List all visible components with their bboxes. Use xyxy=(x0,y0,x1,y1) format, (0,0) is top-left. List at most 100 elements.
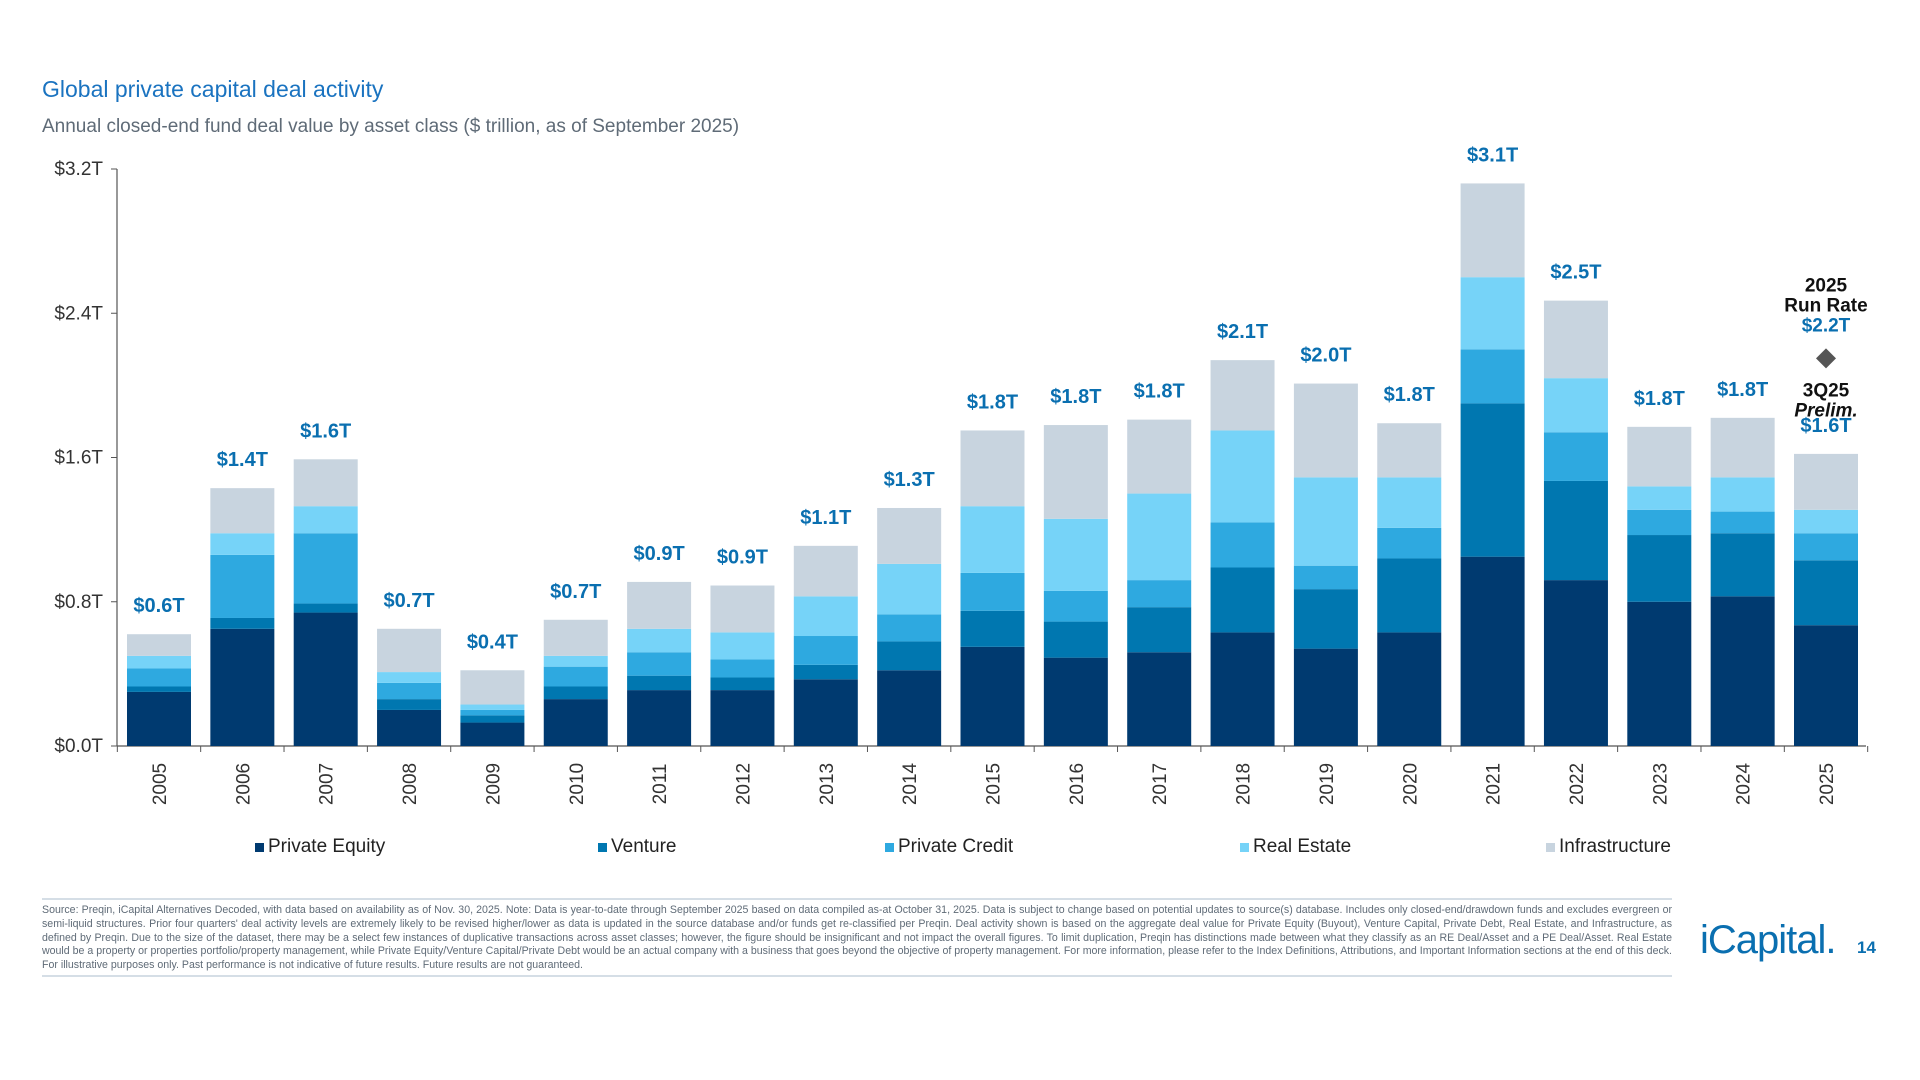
bar-segment-real-estate xyxy=(460,704,525,710)
x-tick-label: 2018 xyxy=(1234,763,1255,805)
bar-segment-infrastructure xyxy=(1543,300,1608,379)
bar-segment-private-credit xyxy=(627,652,692,676)
bar-segment-private-equity xyxy=(710,690,775,746)
bar-segment-venture xyxy=(1210,567,1275,633)
footnote: Source: Preqin, iCapital Alternatives De… xyxy=(42,898,1672,977)
prelim-quarter-label: 3Q25 xyxy=(1803,380,1850,401)
bar-segment-infrastructure xyxy=(877,507,942,564)
bar-segment-private-credit xyxy=(1127,580,1192,608)
bar-segment-private-equity xyxy=(1794,625,1858,746)
y-tick-label: $1.6T xyxy=(54,448,103,469)
bar-total-label: $2.0T xyxy=(1300,345,1351,367)
bar-segment-real-estate xyxy=(210,533,275,555)
bar-segment-real-estate xyxy=(1710,477,1775,512)
icapital-logo: iCapital. xyxy=(1700,918,1837,962)
x-tick-label: 2022 xyxy=(1567,763,1588,805)
bar-segment-real-estate xyxy=(1210,430,1275,523)
x-tick-label: 2021 xyxy=(1484,763,1505,805)
bar-segment-private-equity xyxy=(1377,632,1442,746)
x-tick-label: 2005 xyxy=(150,763,171,805)
x-tick-label: 2013 xyxy=(817,763,838,805)
run-rate-diamond-marker xyxy=(1816,348,1836,369)
run-rate-label: Run Rate xyxy=(1784,295,1867,316)
legend-label: Private Credit xyxy=(898,836,1014,857)
bar-total-label: $0.6T xyxy=(133,595,184,617)
bar-segment-infrastructure xyxy=(1627,426,1692,487)
page-subtitle: Annual closed-end fund deal value by ass… xyxy=(42,116,740,137)
bar-segment-private-credit xyxy=(210,554,275,618)
x-tick-label: 2007 xyxy=(317,763,338,805)
bar-segment-private-equity xyxy=(293,612,358,746)
bar-segment-venture xyxy=(960,610,1025,647)
x-tick-label: 2025 xyxy=(1817,763,1838,805)
bar-segment-private-equity xyxy=(1710,596,1775,746)
bar-segment-private-credit xyxy=(793,636,858,665)
bar-total-label: $1.8T xyxy=(1384,384,1435,406)
bar-segment-infrastructure xyxy=(1794,453,1858,510)
legend-item: Private Credit xyxy=(885,836,1013,858)
bar-segment-private-credit xyxy=(710,659,775,678)
bar-segment-venture xyxy=(127,686,191,692)
bar-total-label: $1.8T xyxy=(1634,388,1685,410)
bar-total-label: $0.9T xyxy=(634,543,685,565)
bar-segment-venture xyxy=(793,664,858,680)
bar-segment-real-estate xyxy=(627,628,692,653)
bar-segment-venture xyxy=(1460,403,1525,557)
x-tick-label: 2006 xyxy=(233,763,254,805)
bar-segment-real-estate xyxy=(710,632,775,660)
x-tick-label: 2008 xyxy=(400,763,421,805)
bar-segment-real-estate xyxy=(1460,277,1525,350)
legend-swatch xyxy=(1240,842,1249,852)
bar-total-label: $1.8T xyxy=(1050,386,1101,408)
bar-segment-private-equity xyxy=(210,628,275,746)
bar-segment-infrastructure xyxy=(1460,183,1525,278)
bar-segment-infrastructure xyxy=(627,581,692,629)
legend-item: Venture xyxy=(598,836,677,858)
x-tick-label: 2024 xyxy=(1734,762,1755,805)
bar-segment-real-estate xyxy=(793,596,858,637)
bar-total-label: $0.4T xyxy=(467,631,518,653)
legend-label: Infrastructure xyxy=(1559,836,1671,857)
bar-segment-private-credit xyxy=(1710,511,1775,534)
legend-item: Real Estate xyxy=(1240,836,1351,858)
legend-label: Venture xyxy=(611,836,677,857)
bar-segment-private-credit xyxy=(127,668,191,687)
bar-segment-real-estate xyxy=(1627,486,1692,510)
bar-segment-infrastructure xyxy=(1043,425,1108,519)
bar-segment-infrastructure xyxy=(543,619,608,656)
bar-total-label: $2.5T xyxy=(1550,262,1601,284)
bar-segment-private-credit xyxy=(1210,522,1275,568)
bar-segment-infrastructure xyxy=(710,585,775,633)
bar-segment-private-equity xyxy=(460,722,525,746)
bar-segment-private-equity xyxy=(1210,632,1275,746)
bar-segment-private-credit xyxy=(877,614,942,642)
bar-segment-infrastructure xyxy=(127,634,191,656)
bar-segment-infrastructure xyxy=(293,459,358,507)
bar-segment-real-estate xyxy=(377,672,442,683)
x-tick-label: 2011 xyxy=(650,764,671,805)
bar-segment-real-estate xyxy=(1794,509,1858,534)
bar-total-label: $1.4T xyxy=(217,449,268,471)
bar-total-label: $0.7T xyxy=(550,581,601,603)
legend-swatch xyxy=(255,842,264,852)
x-tick-label: 2017 xyxy=(1150,763,1171,805)
legend-swatch xyxy=(1546,842,1555,852)
bar-segment-private-equity xyxy=(1460,556,1525,746)
bar-segment-private-credit xyxy=(1377,527,1442,559)
bar-segment-venture xyxy=(1543,480,1608,581)
bar-segment-infrastructure xyxy=(1710,417,1775,478)
bar-segment-real-estate xyxy=(1543,378,1608,433)
bar-total-label: $2.1T xyxy=(1217,321,1268,343)
bar-total-label: $1.1T xyxy=(800,507,851,529)
bar-segment-venture xyxy=(627,675,692,691)
bar-segment-venture xyxy=(1627,535,1692,602)
bar-segment-venture xyxy=(877,641,942,671)
bar-segment-venture xyxy=(1377,558,1442,633)
bar-segment-private-equity xyxy=(127,691,191,746)
bar-total-label: $1.6T xyxy=(1800,415,1851,437)
bar-segment-private-equity xyxy=(793,679,858,746)
bar-total-label: $3.1T xyxy=(1467,144,1518,166)
bar-segment-private-equity xyxy=(1043,657,1108,746)
legend-item: Infrastructure xyxy=(1546,836,1671,858)
